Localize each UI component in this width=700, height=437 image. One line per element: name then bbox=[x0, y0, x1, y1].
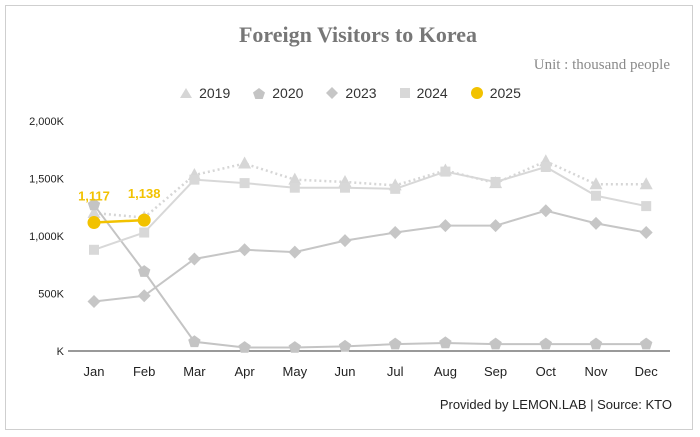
point-2020-Dec bbox=[640, 337, 653, 350]
pentagon-icon bbox=[253, 87, 266, 99]
point-2023-Dec bbox=[639, 226, 653, 240]
legend-item-2019[interactable]: 2019 bbox=[179, 85, 230, 101]
point-2024-Dec bbox=[641, 201, 652, 212]
chart-title: Foreign Visitors to Korea bbox=[238, 22, 478, 47]
point-2023-Oct bbox=[539, 204, 553, 218]
point-2024-Apr bbox=[239, 178, 250, 189]
series-line-2023 bbox=[93, 209, 647, 303]
series-line-2024 bbox=[93, 165, 647, 251]
point-2020-Jul bbox=[389, 337, 402, 350]
legend-item-2024[interactable]: 2024 bbox=[399, 85, 448, 101]
point-2019-Jan bbox=[87, 206, 101, 218]
x-tick-label: Aug bbox=[434, 364, 457, 379]
y-tick-label: 500K bbox=[38, 289, 64, 301]
legend-label-2019: 2019 bbox=[199, 85, 231, 101]
point-2024-Feb bbox=[139, 227, 150, 238]
point-2024-May bbox=[289, 182, 300, 193]
point-2025-Jan bbox=[87, 216, 101, 230]
data-label-2025-Jan: 1,117 bbox=[78, 189, 110, 204]
y-tick-label: K bbox=[57, 346, 65, 358]
point-2023-May bbox=[288, 245, 302, 259]
point-2024-Jul bbox=[390, 183, 401, 194]
point-2024-Aug bbox=[440, 166, 451, 177]
legend-item-2023[interactable]: 2023 bbox=[325, 85, 377, 101]
legend-label-2020: 2020 bbox=[272, 85, 304, 101]
diamond-icon bbox=[326, 87, 339, 99]
y-tick-label: 1,500K bbox=[29, 174, 65, 186]
x-tick-label: Dec bbox=[635, 364, 659, 379]
point-2020-Nov bbox=[589, 337, 603, 350]
x-tick-label: Oct bbox=[536, 364, 557, 379]
legend-label-2024: 2024 bbox=[416, 85, 448, 101]
legend-item-2020[interactable]: 2020 bbox=[252, 85, 303, 101]
series-line-2019 bbox=[93, 159, 647, 219]
point-2019-Nov bbox=[589, 177, 603, 190]
point-2024-Sep bbox=[490, 176, 501, 187]
legend-item-2025[interactable]: 2025 bbox=[470, 85, 521, 101]
point-2020-Jan bbox=[87, 198, 101, 211]
point-2024-Oct bbox=[540, 162, 551, 172]
point-2023-Mar bbox=[187, 252, 201, 266]
y-tick-label: 2,000K bbox=[29, 116, 65, 128]
point-2024-Jan bbox=[89, 244, 99, 255]
point-2023-Jun bbox=[338, 234, 352, 248]
x-tick-label: Nov bbox=[584, 364, 608, 379]
point-2019-May bbox=[288, 172, 302, 185]
point-2020-Feb bbox=[138, 265, 151, 277]
point-2023-Jul bbox=[388, 226, 402, 240]
x-tick-label: Apr bbox=[234, 364, 255, 379]
point-2020-Oct bbox=[539, 337, 552, 350]
point-2025-Feb bbox=[137, 213, 151, 227]
data-label-2025-Feb: 1,138 bbox=[128, 186, 161, 201]
point-2024-Jun bbox=[340, 182, 350, 193]
x-tick-label: May bbox=[283, 364, 308, 379]
chart-frame bbox=[5, 5, 693, 430]
point-2020-Aug bbox=[439, 336, 452, 349]
point-2023-Nov bbox=[589, 216, 603, 230]
point-2023-Sep bbox=[489, 219, 503, 233]
x-tick-label: Jul bbox=[387, 364, 404, 379]
point-2024-Mar bbox=[189, 174, 200, 185]
point-2019-Apr bbox=[238, 156, 252, 169]
series-line-2025 bbox=[93, 218, 145, 224]
point-2020-Mar bbox=[188, 335, 201, 348]
x-tick-label: Jan bbox=[84, 364, 105, 379]
point-2020-May bbox=[288, 341, 301, 353]
point-2020-Apr bbox=[238, 341, 251, 353]
triangle-icon bbox=[180, 88, 193, 98]
unit-label: Unit : thousand people bbox=[533, 57, 670, 73]
x-tick-label: Feb bbox=[133, 364, 155, 379]
legend-label-2025: 2025 bbox=[489, 85, 521, 101]
circle-icon bbox=[470, 87, 483, 99]
y-tick-label: 1,000K bbox=[29, 231, 65, 243]
x-tick-label: Jun bbox=[335, 364, 356, 379]
point-2020-Sep bbox=[489, 337, 502, 350]
point-2019-Dec bbox=[639, 177, 653, 190]
x-tick-label: Mar bbox=[183, 364, 206, 379]
point-2023-Jan bbox=[87, 295, 101, 309]
square-icon bbox=[399, 88, 410, 98]
series-line-2020 bbox=[93, 204, 647, 349]
legend: 2019 2020 2023 2024 2025 bbox=[0, 85, 700, 101]
point-2023-Apr bbox=[238, 243, 252, 257]
x-tick-label: Sep bbox=[484, 364, 507, 379]
legend-label-2023: 2023 bbox=[345, 85, 377, 101]
point-2023-Aug bbox=[438, 219, 452, 233]
point-2023-Feb bbox=[137, 289, 151, 303]
footer-credit: Provided by LEMON.LAB | Source: KTO bbox=[439, 397, 672, 412]
point-2020-Jun bbox=[338, 339, 352, 352]
point-2024-Nov bbox=[591, 190, 601, 201]
